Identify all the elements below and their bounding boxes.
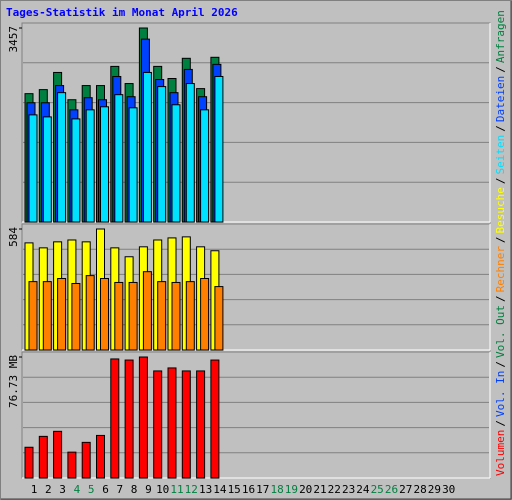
legend-separator: / <box>494 420 507 427</box>
legend-entry: Dateien <box>494 76 507 122</box>
legend-entry: Vol. Out <box>494 305 507 358</box>
x-tick-label: 29 <box>428 483 441 496</box>
bar <box>28 281 38 351</box>
legend-separator: / <box>494 236 507 243</box>
legend-entry: Volumen <box>494 430 507 476</box>
bar <box>85 109 95 223</box>
bar <box>124 359 134 479</box>
bar <box>57 278 67 351</box>
x-tick-label: 16 <box>242 483 255 496</box>
x-tick-label: 12 <box>185 483 198 496</box>
bar <box>71 282 81 351</box>
bar <box>110 358 120 479</box>
bar <box>24 446 34 479</box>
bar <box>57 92 67 223</box>
x-tick-label: 24 <box>356 483 370 496</box>
bar <box>42 281 52 351</box>
bar <box>53 430 63 479</box>
x-tick-label: 18 <box>270 483 283 496</box>
y-tick-label: 76.73 MB <box>7 355 20 408</box>
x-tick-label: 13 <box>199 483 212 496</box>
bar <box>138 356 148 479</box>
bar <box>181 370 191 479</box>
x-tick-label: 10 <box>156 483 169 496</box>
bar <box>38 435 48 479</box>
legend-separator: / <box>494 125 507 132</box>
legend-separator: / <box>494 295 507 302</box>
x-tick-label: 30 <box>442 483 455 496</box>
x-tick-label: 8 <box>131 483 138 496</box>
legend-entry: Rechner <box>494 246 507 293</box>
x-tick-label: 23 <box>342 483 355 496</box>
legend: Volumen / Vol. In / Vol. Out / Rechner / Besuche… <box>494 10 507 476</box>
bar <box>196 370 206 479</box>
bar <box>142 271 152 351</box>
bar <box>142 71 152 223</box>
bar <box>167 367 177 479</box>
bar <box>153 370 163 479</box>
bar <box>210 359 220 479</box>
x-tick-label: 22 <box>328 483 341 496</box>
legend-entry: Anfragen <box>494 10 507 63</box>
x-tick-label: 2 <box>45 483 52 496</box>
x-tick-label: 14 <box>213 483 227 496</box>
bar <box>185 83 195 223</box>
bar <box>42 116 52 223</box>
x-tick-label: 17 <box>256 483 269 496</box>
bar <box>171 281 181 351</box>
x-tick-label: 28 <box>413 483 426 496</box>
x-tick-label: 25 <box>371 483 384 496</box>
bar <box>171 104 181 223</box>
x-tick-label: 7 <box>116 483 123 496</box>
legend-entry: Vol. In <box>494 371 507 417</box>
bar <box>100 106 109 223</box>
x-tick-label: 9 <box>145 483 152 496</box>
x-tick-label: 5 <box>88 483 95 496</box>
y-tick-label: 3457 <box>7 26 20 53</box>
chart-title: Tages-Statistik im Monat April 2026 <box>6 6 238 19</box>
bar <box>114 281 124 351</box>
x-tick-label: 4 <box>74 483 81 496</box>
x-tick-label: 3 <box>59 483 66 496</box>
x-tick-label: 27 <box>399 483 412 496</box>
panel <box>21 351 491 479</box>
bar <box>200 278 210 351</box>
x-tick-label: 21 <box>313 483 326 496</box>
x-tick-label: 6 <box>102 483 109 496</box>
bar <box>85 275 95 351</box>
x-tick-label: 15 <box>228 483 241 496</box>
bar <box>128 107 138 223</box>
y-tick-label: 584 <box>7 227 20 247</box>
bar <box>157 281 167 351</box>
x-tick-label: 1 <box>31 483 38 496</box>
x-tick-label: 11 <box>170 483 183 496</box>
legend-entry: Seiten <box>494 135 507 175</box>
bar <box>71 118 81 223</box>
legend-entry: Besuche <box>494 187 507 233</box>
legend-separator: / <box>494 361 507 368</box>
bar <box>114 94 124 223</box>
bar <box>200 109 210 223</box>
legend-separator: / <box>494 66 507 73</box>
bar <box>67 451 77 479</box>
x-tick-label: 26 <box>385 483 398 496</box>
bar <box>81 441 91 479</box>
legend-separator: / <box>494 177 507 184</box>
bar <box>157 86 167 223</box>
bar <box>214 286 224 351</box>
bar <box>214 75 224 223</box>
bar <box>100 278 109 351</box>
bar <box>96 434 105 479</box>
bar <box>185 281 195 351</box>
x-tick-label: 19 <box>285 483 298 496</box>
bar <box>28 114 38 223</box>
x-tick-label: 20 <box>299 483 312 496</box>
bar <box>128 281 138 351</box>
